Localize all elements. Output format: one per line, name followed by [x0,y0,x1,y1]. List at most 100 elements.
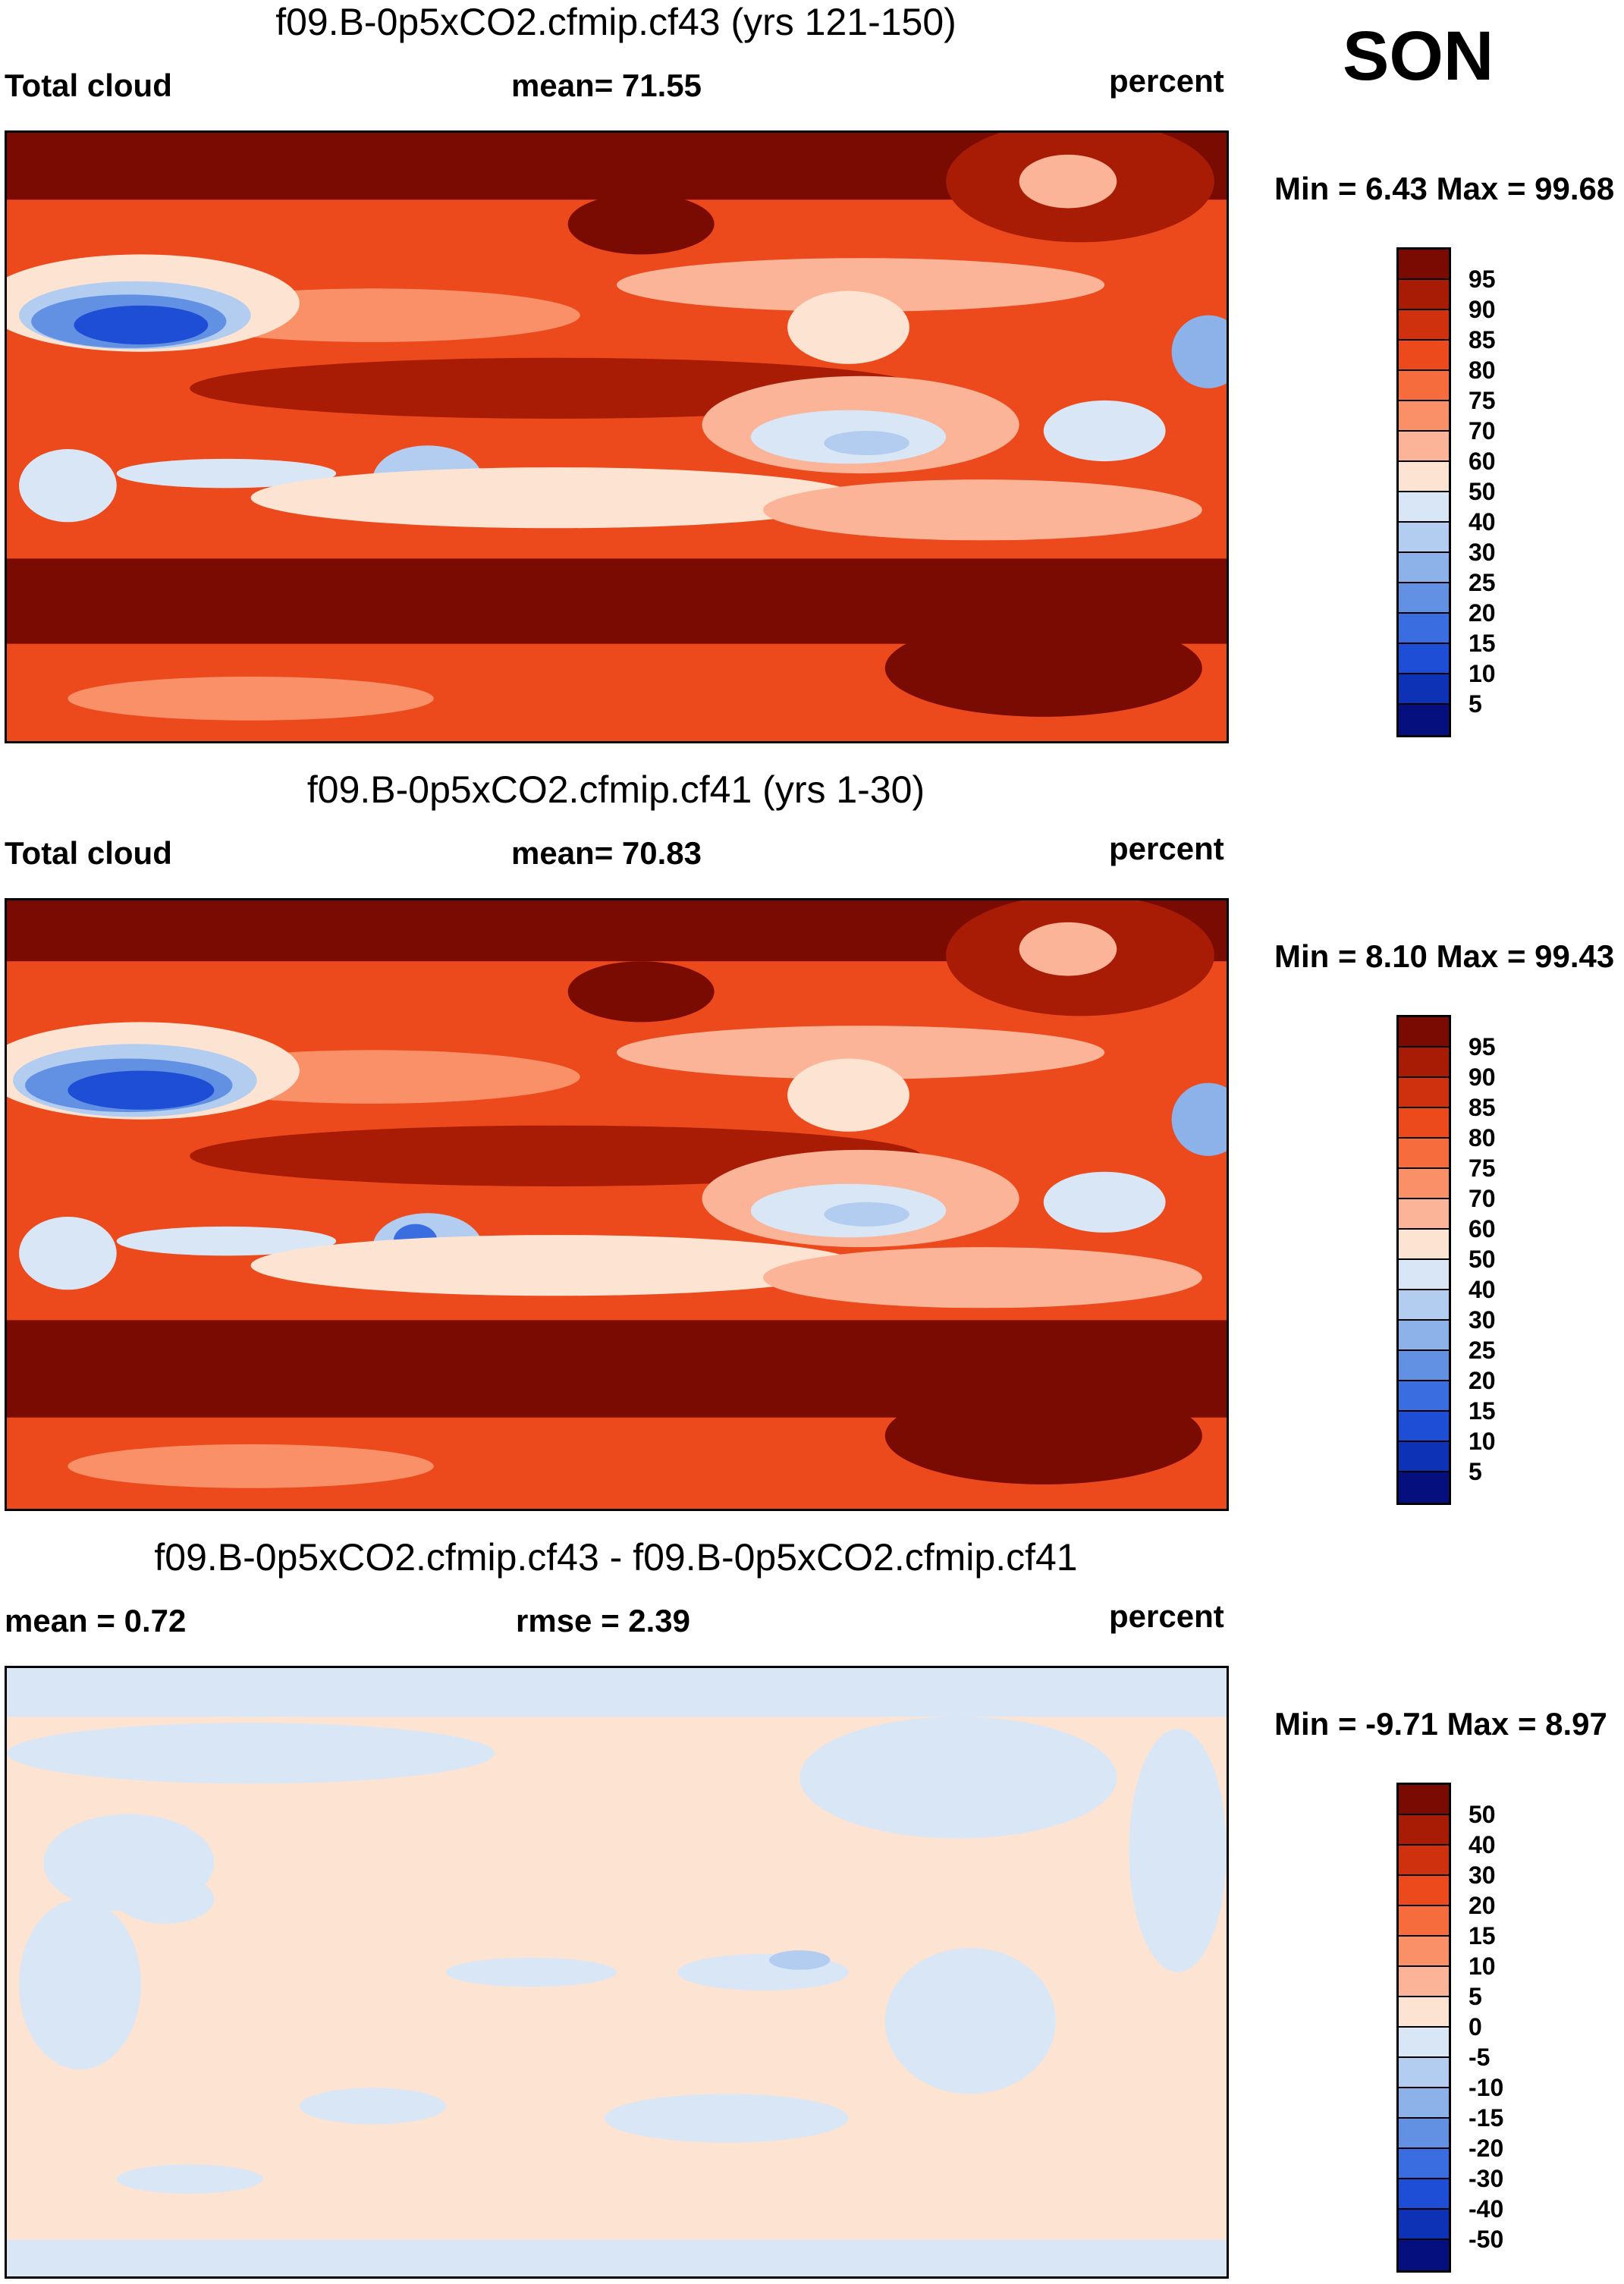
colorbar-label: -5 [1469,2044,1490,2071]
colorbar-swatch [1399,1472,1449,1503]
colorbar-swatch [1399,1937,1449,1967]
panel-top-map [5,130,1229,743]
colorbar-label: 40 [1469,1831,1496,1858]
colorbar-swatch [1399,1351,1449,1381]
colorbar-swatch [1399,280,1449,310]
colorbar-swatch [1399,2058,1449,2088]
panel-middle-mean: mean= 70.83 [511,835,702,871]
colorbar-swatch [1399,1412,1449,1442]
colorbar-swatch [1399,1230,1449,1260]
panel-bottom-contour-field [7,1668,1227,2276]
colorbar-label: 10 [1469,1428,1496,1455]
colorbar-swatch [1399,1290,1449,1321]
panel-bottom-title: f09.B-0p5xCO2.cfmip.cf43 - f09.B-0p5xCO2… [154,1536,1078,1579]
colorbar-swatch [1399,1078,1449,1108]
colorbar-swatch [1399,553,1449,583]
colorbar-swatch [1399,250,1449,280]
colorbar-label: 70 [1469,417,1496,445]
colorbar-swatch [1399,2210,1449,2240]
colorbar-swatch [1399,583,1449,614]
colorbar-label: 10 [1469,660,1496,687]
colorbar-label: 15 [1469,1922,1496,1949]
colorbar-label: 80 [1469,357,1496,384]
panel-middle-colorbar [1396,1015,1451,1505]
colorbar-swatch [1399,341,1449,371]
colorbar-label: -50 [1469,2226,1504,2253]
colorbar-swatch [1399,1967,1449,1997]
colorbar-swatch [1399,462,1449,492]
colorbar-swatch [1399,1815,1449,1846]
colorbar-label: -10 [1469,2074,1504,2101]
colorbar-label: -20 [1469,2135,1504,2162]
colorbar-label: 15 [1469,630,1496,657]
panel-middle-minmax: Min = 8.10 Max = 99.43 [1274,938,1615,974]
panel-bottom-colorbar [1396,1783,1451,2273]
colorbar-swatch [1399,1846,1449,1876]
colorbar-swatch [1399,1048,1449,1078]
panel-bottom-minmax: Min = -9.71 Max = 8.97 [1274,1706,1607,1742]
panel-middle-contour-field [7,900,1227,1509]
colorbar-label: 75 [1469,387,1496,414]
colorbar-label: 30 [1469,539,1496,566]
colorbar-swatch [1399,614,1449,644]
colorbar-swatch [1399,705,1449,735]
colorbar-swatch [1399,1381,1449,1412]
colorbar-swatch [1399,432,1449,462]
colorbar-label: 95 [1469,1033,1496,1060]
colorbar-label: 5 [1469,1458,1482,1485]
colorbar-swatch [1399,1139,1449,1169]
colorbar-swatch [1399,1997,1449,2028]
panel-bottom-mean: mean = 0.72 [5,1603,187,1638]
colorbar-label: 40 [1469,508,1496,536]
colorbar-label: 30 [1469,1861,1496,1889]
colorbar-label: -40 [1469,2195,1504,2223]
colorbar-swatch [1399,2149,1449,2179]
colorbar-label: 95 [1469,265,1496,293]
colorbar-label: 25 [1469,569,1496,596]
colorbar-swatch [1399,1169,1449,1199]
colorbar-label: 20 [1469,599,1496,627]
season-label: SON [1343,17,1494,95]
panel-top-title: f09.B-0p5xCO2.cfmip.cf43 (yrs 121-150) [275,1,956,43]
colorbar-swatch [1399,2119,1449,2149]
colorbar-swatch [1399,1017,1449,1048]
panel-top-minmax: Min = 6.43 Max = 99.68 [1274,171,1615,206]
colorbar-swatch [1399,1442,1449,1472]
panel-top-colorbar [1396,247,1451,737]
colorbar-swatch [1399,2028,1449,2058]
colorbar-swatch [1399,401,1449,432]
colorbar-label: 5 [1469,1983,1482,2010]
colorbar-label: 25 [1469,1337,1496,1364]
colorbar-swatch [1399,2088,1449,2119]
colorbar-label: 90 [1469,1063,1496,1091]
colorbar-swatch [1399,1785,1449,1815]
colorbar-swatch [1399,1199,1449,1230]
panel-top-mean: mean= 71.55 [511,68,702,103]
colorbar-label: 90 [1469,296,1496,323]
colorbar-swatch [1399,1906,1449,1937]
colorbar-label: 50 [1469,1246,1496,1273]
colorbar-swatch [1399,492,1449,523]
colorbar-label: 40 [1469,1276,1496,1303]
panel-middle-units: percent [1109,831,1224,866]
colorbar-swatch [1399,1260,1449,1290]
colorbar-label: 50 [1469,478,1496,505]
panel-top-contour-field [7,133,1227,741]
colorbar-label: 85 [1469,1094,1496,1121]
panel-middle-map [5,898,1229,1511]
panel-bottom-rmse: rmse = 2.39 [516,1603,691,1638]
colorbar-label: 85 [1469,326,1496,353]
panel-bottom-units: percent [1109,1598,1224,1634]
colorbar-swatch [1399,1876,1449,1906]
panel-top-units: percent [1109,63,1224,99]
colorbar-swatch [1399,2179,1449,2210]
panel-middle-title: f09.B-0p5xCO2.cfmip.cf41 (yrs 1-30) [306,768,925,811]
colorbar-swatch [1399,1321,1449,1351]
colorbar-label: 60 [1469,1215,1496,1243]
colorbar-label: -15 [1469,2104,1504,2132]
colorbar-label: 15 [1469,1397,1496,1425]
colorbar-label: 5 [1469,690,1482,718]
colorbar-label: 75 [1469,1155,1496,1182]
colorbar-swatch [1399,371,1449,401]
colorbar-label: 70 [1469,1185,1496,1212]
